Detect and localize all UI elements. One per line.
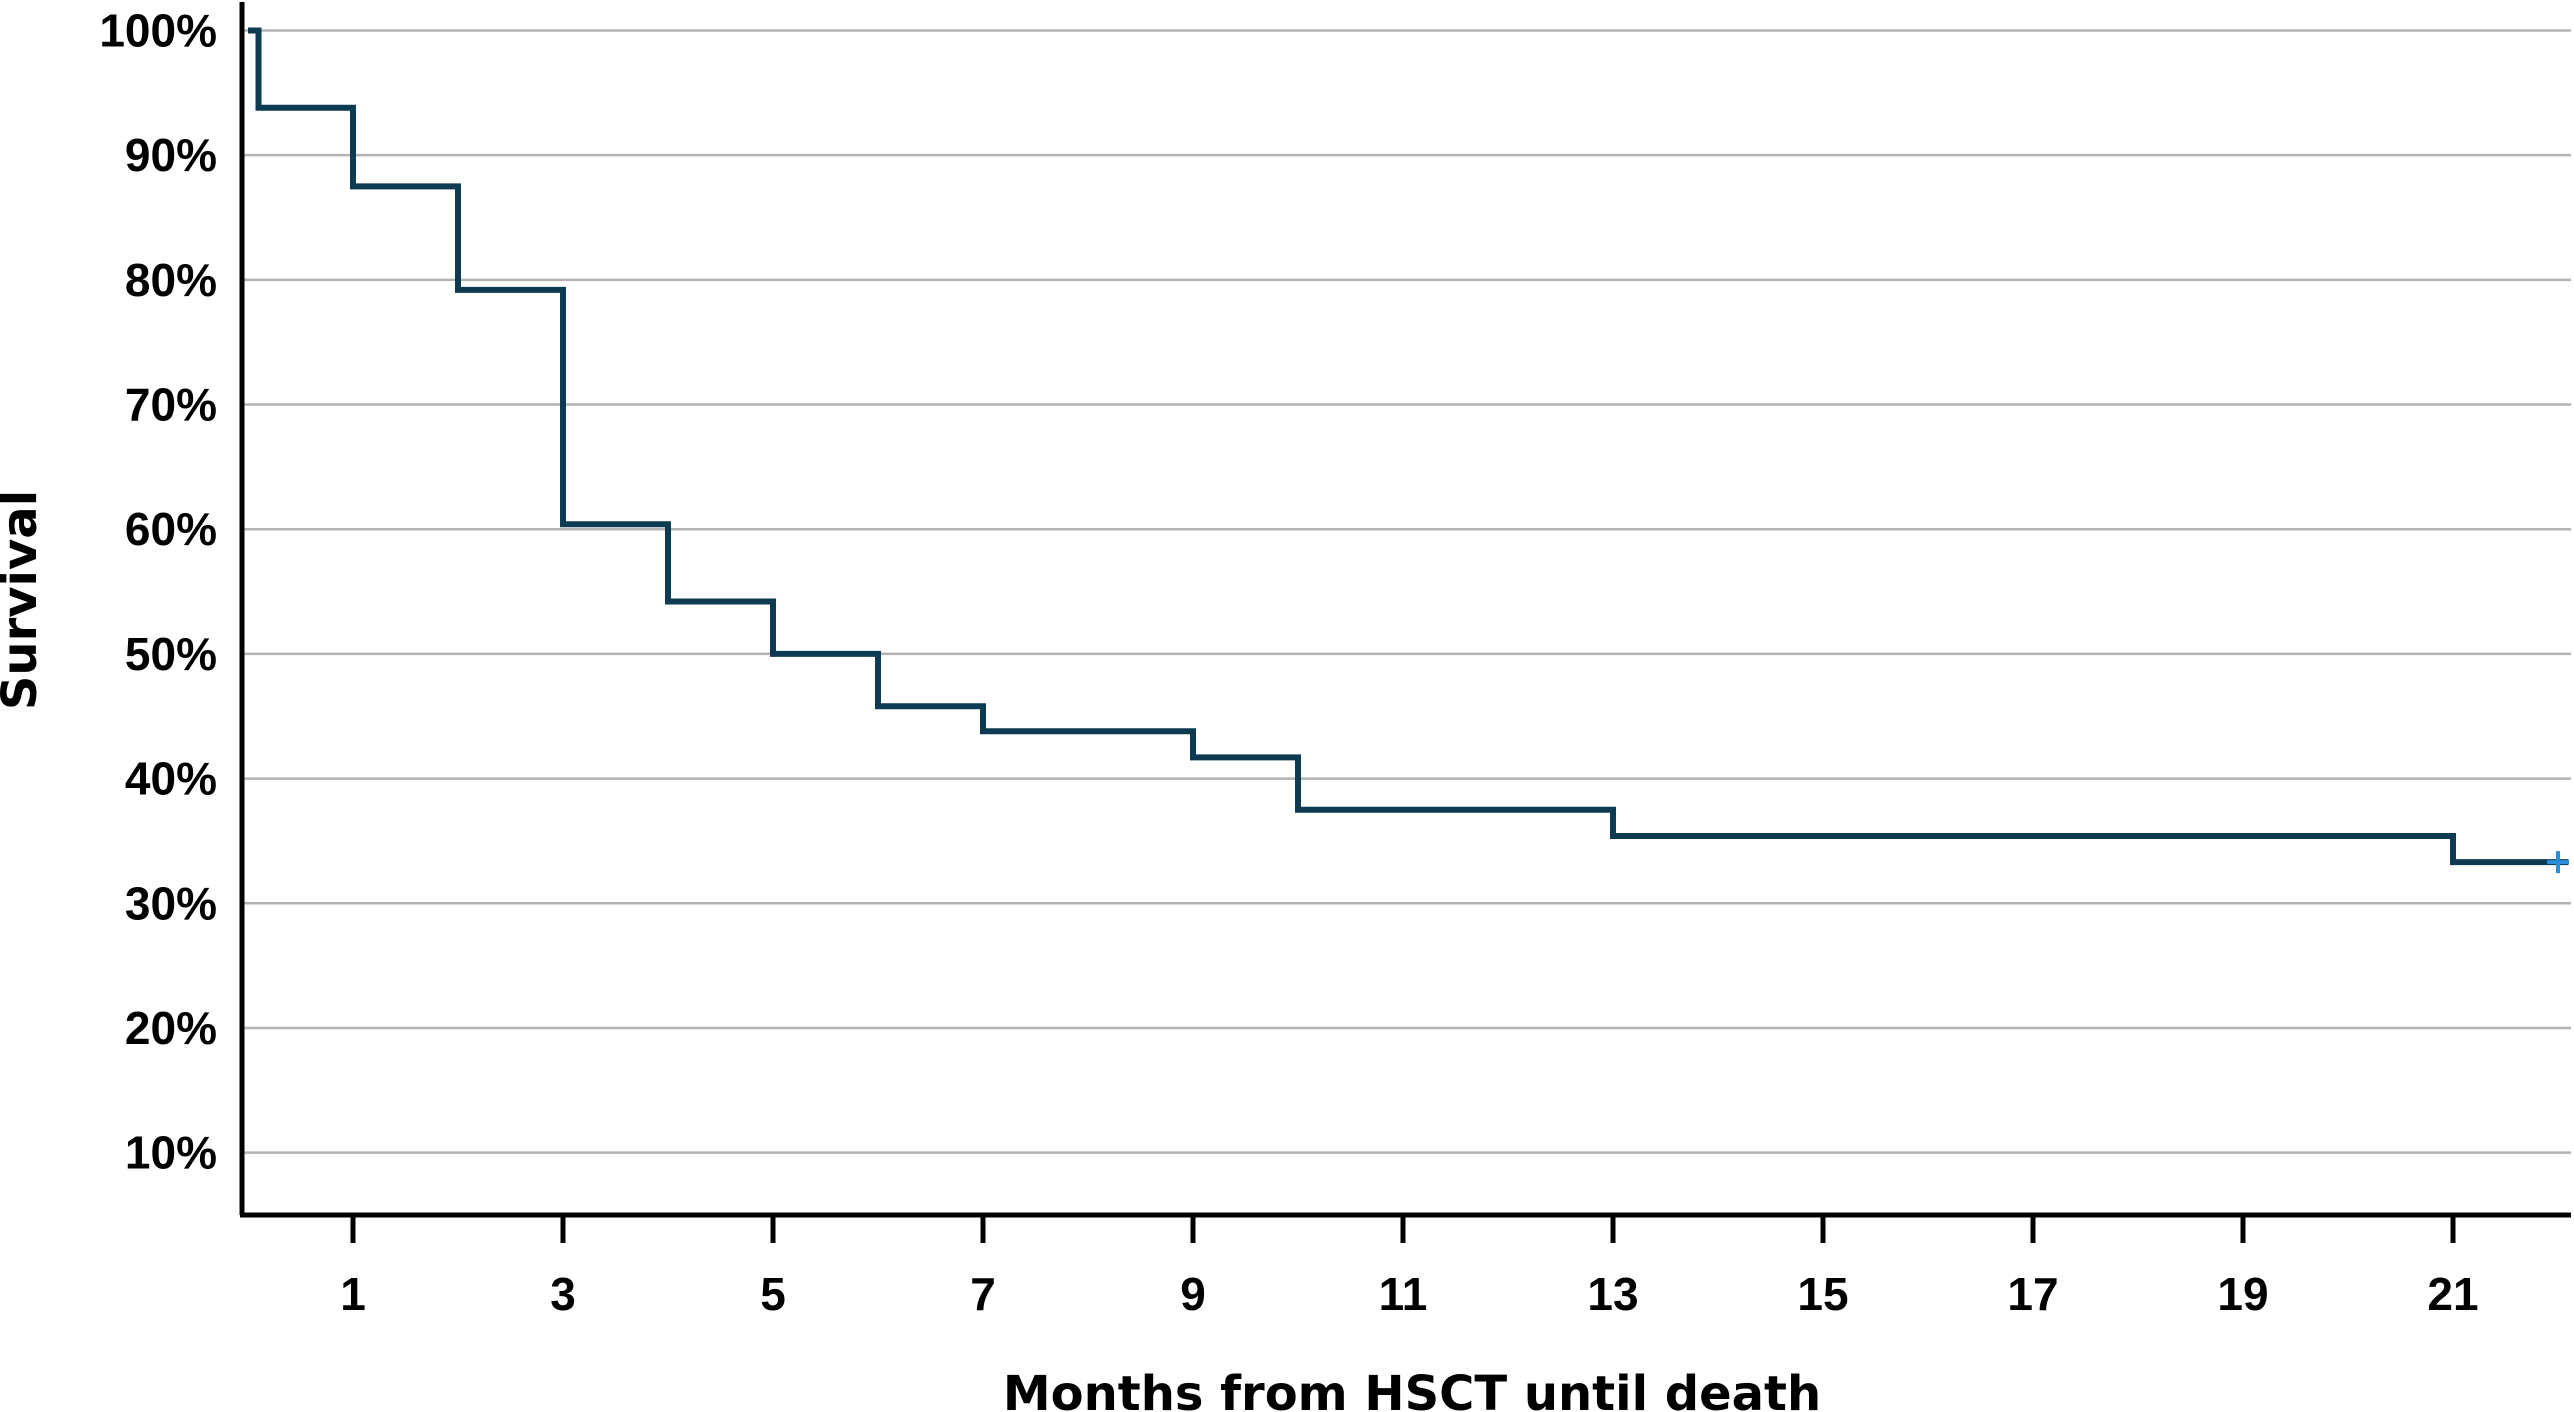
x-axis-ticks: 1 3 5 7 9 11 13 15 17 19 21 xyxy=(340,1215,2479,1320)
x-tick-label: 15 xyxy=(1797,1268,1848,1320)
y-tick-label: 100% xyxy=(99,4,217,56)
x-tick-label: 9 xyxy=(1180,1268,1206,1320)
x-tick-label: 19 xyxy=(2217,1268,2268,1320)
x-tick-label: 3 xyxy=(550,1268,576,1320)
x-tick-label: 17 xyxy=(2007,1268,2058,1320)
survival-step-line xyxy=(248,27,2569,866)
x-tick-label: 11 xyxy=(1379,1268,1428,1320)
x-tick-label: 1 xyxy=(340,1268,366,1320)
y-tick-label: 90% xyxy=(125,129,217,181)
y-axis-title: Survival xyxy=(0,490,48,710)
axes xyxy=(239,2,2571,1218)
y-tick-label: 50% xyxy=(125,628,217,680)
censor-mark xyxy=(2547,851,2569,874)
y-tick-label: 80% xyxy=(125,254,217,306)
x-tick-label: 7 xyxy=(970,1268,996,1320)
y-axis-ticks: 10% 20% 30% 40% 50% 60% 70% 80% 90% 100% xyxy=(99,4,217,1178)
series-group xyxy=(248,27,2569,874)
y-tick-label: 10% xyxy=(125,1127,217,1179)
x-tick-label: 5 xyxy=(760,1268,786,1320)
y-tick-label: 30% xyxy=(125,877,217,929)
y-tick-label: 40% xyxy=(125,753,217,805)
gridlines xyxy=(242,29,2571,1154)
y-tick-label: 60% xyxy=(125,503,217,555)
y-tick-label: 70% xyxy=(125,379,217,431)
y-tick-label: 20% xyxy=(125,1002,217,1054)
x-axis-title: Months from HSCT until death xyxy=(1003,1366,1821,1412)
x-tick-label: 13 xyxy=(1587,1268,1638,1320)
x-tick-label: 21 xyxy=(2427,1268,2478,1320)
